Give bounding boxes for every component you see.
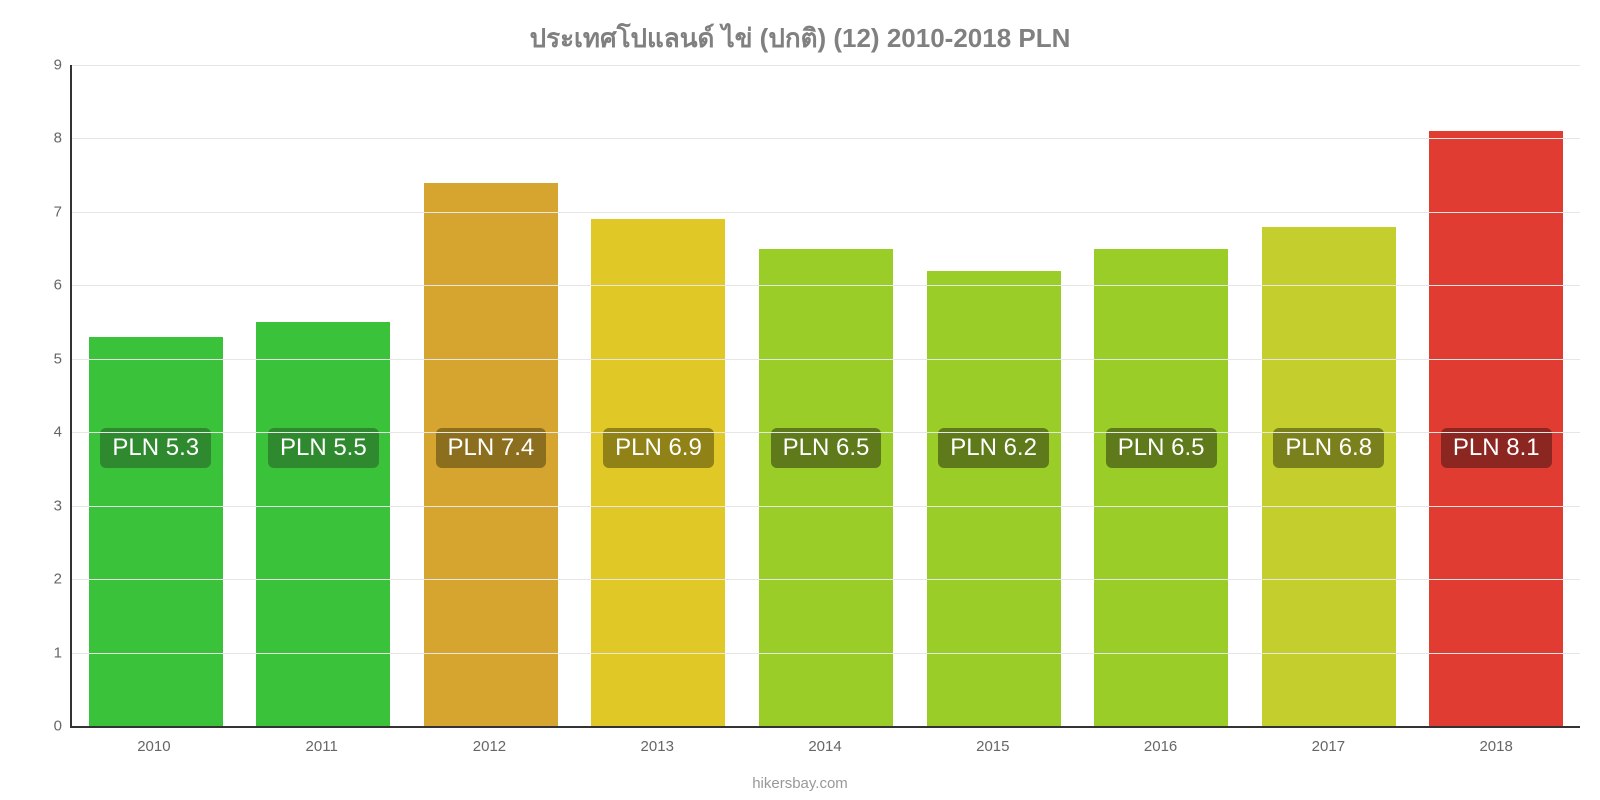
bar-value-label: PLN 8.1 <box>1441 428 1552 468</box>
bar: PLN 5.5 <box>256 322 390 726</box>
bar-value-label: PLN 5.3 <box>100 428 211 468</box>
grid-line <box>72 432 1580 433</box>
xlabel-slot: 2014 <box>741 728 909 773</box>
bar-value-label: PLN 6.5 <box>1106 428 1217 468</box>
bar-value-label: PLN 6.9 <box>603 428 714 468</box>
ytick-label: 4 <box>54 424 72 441</box>
xtick-label: 2012 <box>406 728 574 755</box>
bar: PLN 6.9 <box>591 219 725 726</box>
bar: PLN 6.2 <box>927 271 1061 726</box>
grid-line <box>72 359 1580 360</box>
bar-slot: PLN 8.1 <box>1413 65 1581 726</box>
xlabel-slot: 2018 <box>1412 728 1580 773</box>
xtick-label: 2010 <box>70 728 238 755</box>
xtick-label: 2016 <box>1077 728 1245 755</box>
grid-line <box>72 212 1580 213</box>
bar: PLN 6.8 <box>1262 227 1396 726</box>
x-axis-labels: 201020112012201320142015201620172018 <box>70 728 1580 773</box>
ytick-label: 3 <box>54 497 72 514</box>
grid-line <box>72 65 1580 66</box>
ytick-label: 8 <box>54 130 72 147</box>
bar: PLN 6.5 <box>759 249 893 726</box>
chart-area: PLN 5.3 PLN 5.5 PLN 7.4 PLN 6.9 PLN 6.5 PLN 6… <box>70 65 1580 773</box>
source-label: hikersbay.com <box>0 773 1600 800</box>
plot-region: PLN 5.3 PLN 5.5 PLN 7.4 PLN 6.9 PLN 6.5 PLN 6… <box>70 65 1580 728</box>
bar-slot: PLN 7.4 <box>407 65 575 726</box>
xlabel-slot: 2017 <box>1244 728 1412 773</box>
bar: PLN 8.1 <box>1429 131 1563 726</box>
xtick-label: 2015 <box>909 728 1077 755</box>
ytick-label: 9 <box>54 57 72 74</box>
bar-slot: PLN 6.5 <box>1077 65 1245 726</box>
bar-value-label: PLN 5.5 <box>268 428 379 468</box>
bar-slot: PLN 6.8 <box>1245 65 1413 726</box>
xlabel-slot: 2013 <box>573 728 741 773</box>
grid-line <box>72 653 1580 654</box>
bar-value-label: PLN 6.5 <box>771 428 882 468</box>
xtick-label: 2011 <box>238 728 406 755</box>
bar: PLN 5.3 <box>89 337 223 726</box>
ytick-label: 2 <box>54 571 72 588</box>
grid-line <box>72 579 1580 580</box>
grid-line <box>72 506 1580 507</box>
bar-value-label: PLN 7.4 <box>436 428 547 468</box>
bar-slot: PLN 6.5 <box>742 65 910 726</box>
xlabel-slot: 2016 <box>1077 728 1245 773</box>
xlabel-slot: 2011 <box>238 728 406 773</box>
grid-line <box>72 138 1580 139</box>
xlabel-slot: 2015 <box>909 728 1077 773</box>
ytick-label: 1 <box>54 644 72 661</box>
bar-value-label: PLN 6.8 <box>1273 428 1384 468</box>
grid-line <box>72 285 1580 286</box>
ytick-label: 7 <box>54 203 72 220</box>
xtick-label: 2017 <box>1244 728 1412 755</box>
bars-container: PLN 5.3 PLN 5.5 PLN 7.4 PLN 6.9 PLN 6.5 PLN 6… <box>72 65 1580 726</box>
ytick-label: 5 <box>54 350 72 367</box>
bar-slot: PLN 5.5 <box>240 65 408 726</box>
xtick-label: 2018 <box>1412 728 1580 755</box>
xtick-label: 2013 <box>573 728 741 755</box>
ytick-label: 6 <box>54 277 72 294</box>
bar: PLN 7.4 <box>424 183 558 726</box>
xlabel-slot: 2012 <box>406 728 574 773</box>
bar-slot: PLN 5.3 <box>72 65 240 726</box>
bar-slot: PLN 6.2 <box>910 65 1078 726</box>
xlabel-slot: 2010 <box>70 728 238 773</box>
bar-value-label: PLN 6.2 <box>938 428 1049 468</box>
bar-slot: PLN 6.9 <box>575 65 743 726</box>
bar: PLN 6.5 <box>1094 249 1228 726</box>
xtick-label: 2014 <box>741 728 909 755</box>
chart-title: ประเทศโปแลนด์ ไข่ (ปกติ) (12) 2010-2018 … <box>0 0 1600 65</box>
